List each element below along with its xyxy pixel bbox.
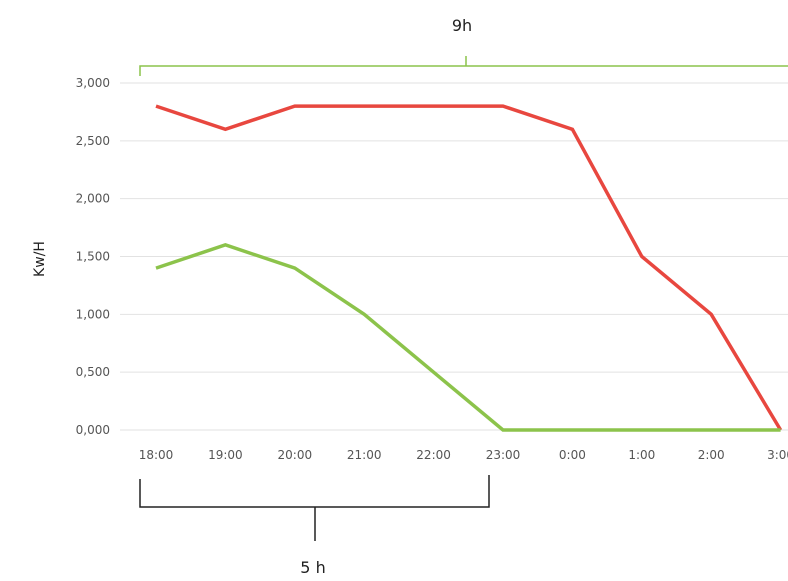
series-line-1 [155,104,783,431]
x-tick-label: 2:00 [698,448,725,462]
x-tick-label: 0:00 [559,448,586,462]
y-tick-label: 3,000 [76,76,110,90]
y-axis-ticks: 0,000 0,500 1,000 1,500 2,000 2,500 3,000 [76,76,110,437]
x-tick-label: 22:00 [416,448,451,462]
bottom-bracket-line [139,475,490,541]
bottom-bracket-label: 5 h [300,558,325,577]
x-tick-label: 3:00 [767,448,788,462]
top-bracket-line [139,56,788,76]
y-tick-label: 1,000 [76,307,110,321]
x-tick-label: 20:00 [278,448,313,462]
y-tick-label: 1,500 [76,250,110,264]
top-bracket-label: 9h [452,16,472,35]
series-lines [155,104,783,432]
x-tick-label: 23:00 [486,448,521,462]
y-tick-label: 2,000 [76,192,110,206]
x-tick-label: 19:00 [208,448,243,462]
x-axis-ticks: 18:00 19:00 20:00 21:00 22:00 23:00 0:00 1:00 2:… [139,448,788,462]
y-tick-label: 0,500 [76,365,110,379]
y-tick-label: 2,500 [76,134,110,148]
top-duration-bracket: 9h [139,16,788,76]
series-line-2 [155,243,781,432]
x-tick-label: 1:00 [628,448,655,462]
x-tick-label: 21:00 [347,448,382,462]
y-axis-title: Kw/H [32,241,48,277]
x-tick-label: 18:00 [139,448,174,462]
y-tick-label: 0,000 [76,423,110,437]
gridlines [120,82,788,431]
bottom-duration-bracket: 5 h [139,475,490,577]
